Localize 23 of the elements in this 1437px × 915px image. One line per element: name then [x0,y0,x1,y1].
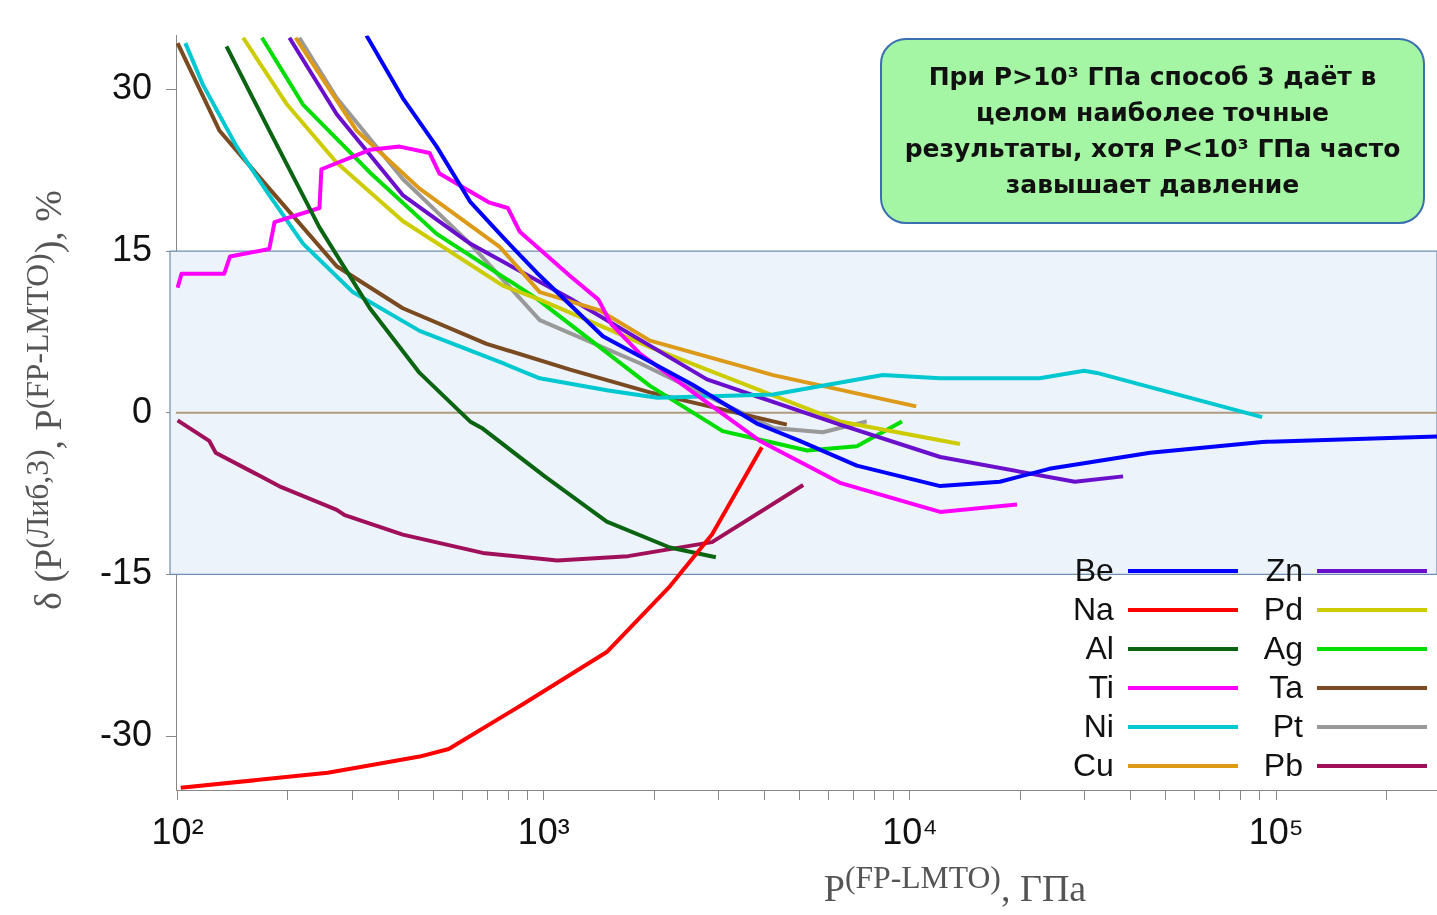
y-tick-label: -30 [99,713,152,755]
x-tick-label: 10⁴ [882,810,938,852]
x-axis-title: P$^{(FP-LMTO)}$, ГПа [823,859,1087,911]
legend-label: Ta [1269,669,1303,706]
legend-label: Pt [1272,708,1303,745]
x-tick-label: 10² [151,810,204,852]
y-tick-label: 0 [131,389,152,431]
legend-label: Pb [1263,747,1303,784]
x-tick-label: 10⁵ [1248,810,1304,852]
x-tick-label: 10³ [517,810,570,852]
y-tick-label: -15 [99,551,152,593]
y-tick-label: 30 [111,66,152,108]
legend-label: Be [1074,552,1114,589]
annotation: При P>10³ ГПа способ 3 даёт в целом наиболее точные результаты, хотя P<10³ ГПа часто завышает давление [880,38,1425,224]
y-tick-label: 15 [111,228,152,270]
legend-label: Zn [1265,552,1303,589]
legend-label: Ti [1088,669,1114,706]
legend-label: Al [1085,630,1114,667]
legend-label: Pd [1263,591,1303,628]
legend-label: Cu [1072,747,1114,784]
legend-label: Na [1072,591,1114,628]
legend-label: Ag [1263,630,1303,667]
legend-label: Ni [1083,708,1114,745]
